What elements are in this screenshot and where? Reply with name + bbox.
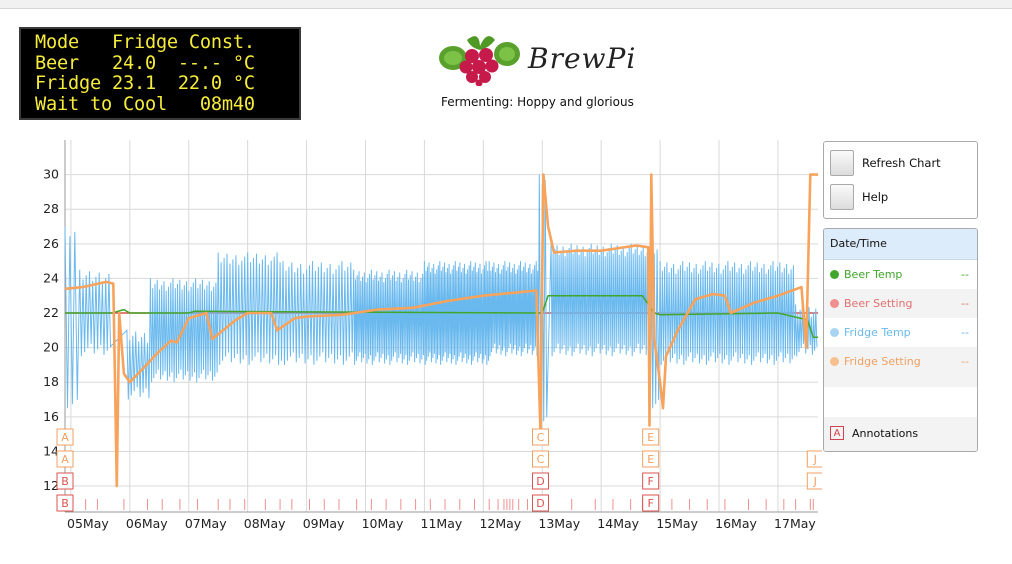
legend-series-name: Fridge Setting <box>844 355 921 368</box>
lcd-display: Mode Fridge Const. Beer 24.0 --.- °C Fri… <box>19 27 301 120</box>
x-tick-label: 13May <box>538 516 580 531</box>
annotation-label: B <box>61 475 69 488</box>
annotation-label: C <box>537 453 545 466</box>
legend-series-name: Beer Setting <box>844 297 913 310</box>
y-tick-label: 28 <box>43 201 59 216</box>
annotation-marker[interactable] <box>642 494 660 512</box>
lcd-line-status: Wait to Cool 08m40 <box>35 93 255 115</box>
refresh-button-label: Refresh Chart <box>862 156 941 170</box>
help-button[interactable]: Help <box>830 183 888 211</box>
x-tick-label: 12May <box>479 516 521 531</box>
raspberry-logo-icon <box>439 36 520 86</box>
series-line-fridge-temp[interactable] <box>64 174 818 426</box>
x-tick-label: 15May <box>656 516 698 531</box>
legend-row-annotations[interactable]: A Annotations <box>824 417 977 451</box>
annotation-marker[interactable] <box>531 450 549 468</box>
annotation-label: E <box>647 453 654 466</box>
chart-legend: Date/Time Beer Temp -- Beer Setting -- F… <box>823 228 978 452</box>
legend-series-name: Fridge Temp <box>844 326 911 339</box>
x-tick-label: 14May <box>597 516 639 531</box>
x-tick-label: 10May <box>362 516 404 531</box>
legend-dot-icon <box>830 328 839 337</box>
legend-series-value: -- <box>961 355 969 368</box>
annotation-label: J <box>813 453 817 466</box>
annotation-marker[interactable] <box>531 472 549 490</box>
browser-toolbar-strip <box>0 0 1012 9</box>
refresh-chart-button[interactable]: Refresh Chart <box>830 149 941 177</box>
legend-dot-icon <box>830 357 839 366</box>
annotation-marker[interactable] <box>531 494 549 512</box>
annotation-label: J <box>813 475 817 488</box>
annotation-marker[interactable] <box>531 428 549 446</box>
annotation-marker[interactable] <box>806 472 822 490</box>
annotation-label: F <box>648 497 654 510</box>
x-tick-label: 09May <box>303 516 345 531</box>
annotations-label: Annotations <box>852 427 919 440</box>
x-tick-label: 11May <box>421 516 463 531</box>
legend-series-value: -- <box>961 297 969 310</box>
legend-series-name: Beer Temp <box>844 268 903 281</box>
annotation-label: D <box>536 475 544 488</box>
annotation-label: F <box>648 475 654 488</box>
annotation-marker[interactable] <box>56 472 74 490</box>
x-tick-label: 06May <box>126 516 168 531</box>
y-tick-label: 26 <box>43 236 59 251</box>
legend-row-fridge-setting[interactable]: Fridge Setting -- <box>824 347 977 387</box>
x-tick-label: 05May <box>67 516 109 531</box>
annotation-marker[interactable] <box>642 450 660 468</box>
annotation-label: D <box>536 497 544 510</box>
help-button-box[interactable] <box>830 184 854 210</box>
legend-row-fridge-temp[interactable]: Fridge Temp -- <box>824 318 977 347</box>
annotation-label: E <box>647 431 654 444</box>
annotation-marker[interactable] <box>56 450 74 468</box>
chart-controls-panel: Refresh Chart Help <box>823 141 978 219</box>
y-tick-label: 16 <box>43 409 59 424</box>
legend-series-value: -- <box>961 268 969 281</box>
annotation-label: C <box>537 431 545 444</box>
y-tick-label: 20 <box>43 340 59 355</box>
annotation-marker[interactable] <box>56 494 74 512</box>
x-tick-label: 16May <box>715 516 757 531</box>
y-tick-label: 24 <box>43 270 59 285</box>
annotation-marker[interactable] <box>806 450 822 468</box>
annotation-label: A <box>61 431 69 444</box>
y-tick-label: 18 <box>43 374 59 389</box>
y-tick-label: 22 <box>43 305 59 320</box>
annotation-marker-icon: A <box>830 426 844 440</box>
y-tick-label: 12 <box>43 478 59 493</box>
annotation-marker[interactable] <box>56 428 74 446</box>
legend-row-beer-setting[interactable]: Beer Setting -- <box>824 289 977 318</box>
x-tick-label: 08May <box>244 516 286 531</box>
lcd-line-mode: Mode Fridge Const. <box>35 32 255 53</box>
y-tick-label: 14 <box>43 443 59 458</box>
legend-dot-icon <box>830 270 839 279</box>
legend-date-header: Date/Time <box>824 229 977 260</box>
annotation-label: A <box>61 453 69 466</box>
x-tick-label: 17May <box>774 516 816 531</box>
annotation-marker[interactable] <box>642 472 660 490</box>
x-tick-label: 07May <box>185 516 227 531</box>
annotation-marker[interactable] <box>642 428 660 446</box>
series-line-beer-temp[interactable] <box>65 294 818 338</box>
series-line-fridge-setting[interactable] <box>64 173 818 488</box>
refresh-button-box[interactable] <box>830 150 854 176</box>
legend-row-beer-temp[interactable]: Beer Temp -- <box>824 260 977 289</box>
help-button-label: Help <box>862 190 889 204</box>
lcd-line-fridge: Fridge 23.1 22.0 °C <box>35 73 255 94</box>
brand-name: BrewPi <box>528 42 637 75</box>
beer-name-subtitle: Fermenting: Hoppy and glorious <box>441 95 634 109</box>
lcd-line-beer: Beer 24.0 --.- °C <box>35 52 255 74</box>
temperature-chart[interactable]: 12 14 16 18 20 22 24 26 28 30 05May 06May 07May 08May… <box>0 135 822 555</box>
legend-dot-icon <box>830 299 839 308</box>
annotation-label: B <box>61 497 69 510</box>
y-tick-label: 30 <box>43 167 59 182</box>
legend-series-value: -- <box>961 326 969 339</box>
